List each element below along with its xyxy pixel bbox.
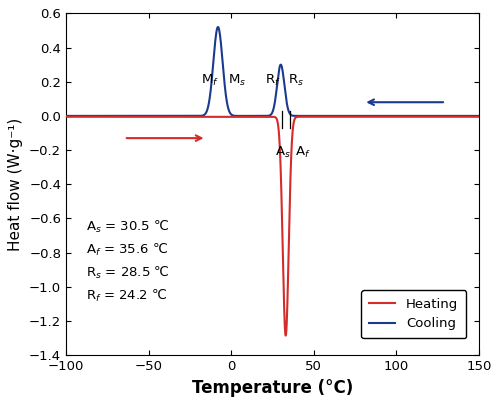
- Text: A$_s$: A$_s$: [276, 145, 291, 160]
- Text: M$_f$: M$_f$: [200, 72, 218, 88]
- Legend: Heating, Cooling: Heating, Cooling: [361, 290, 466, 339]
- Text: A$_s$ = 30.5 ℃: A$_s$ = 30.5 ℃: [86, 218, 170, 234]
- Text: A$_f$: A$_f$: [295, 145, 311, 160]
- Text: A$_f$ = 35.6 ℃: A$_f$ = 35.6 ℃: [86, 241, 168, 258]
- Text: M$_s$: M$_s$: [228, 72, 246, 88]
- Text: R$_s$ = 28.5 ℃: R$_s$ = 28.5 ℃: [86, 264, 170, 281]
- Text: R$_f$ = 24.2 ℃: R$_f$ = 24.2 ℃: [86, 288, 167, 304]
- Y-axis label: Heat flow (W·g⁻¹): Heat flow (W·g⁻¹): [8, 118, 24, 251]
- Text: R$_f$: R$_f$: [266, 72, 281, 88]
- Text: R$_s$: R$_s$: [288, 72, 304, 88]
- X-axis label: Temperature (°C): Temperature (°C): [192, 379, 353, 396]
